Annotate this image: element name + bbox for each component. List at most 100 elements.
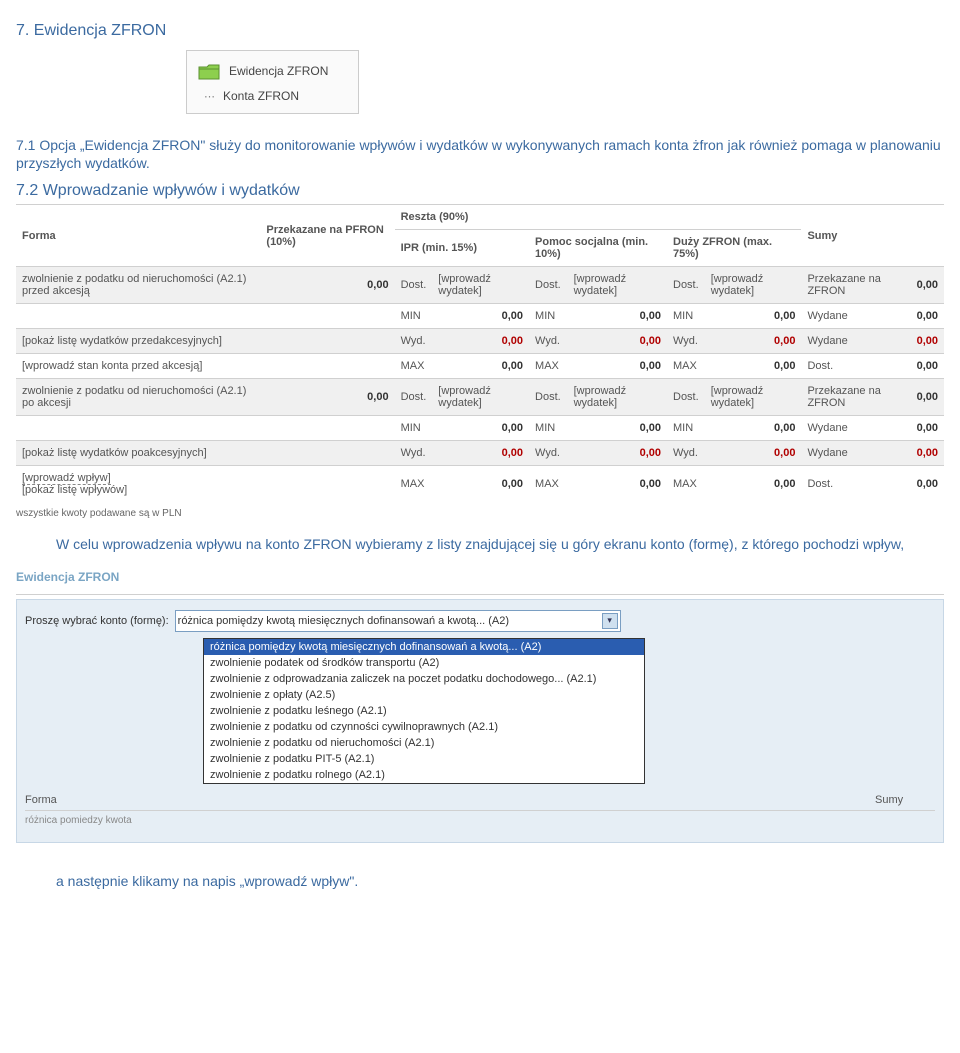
zfron-table: Forma Przekazane na PFRON (10%) Reszta (… — [16, 204, 944, 502]
lbl: Wydane — [801, 441, 910, 466]
table-row: zwolnienie z podatku od nieruchomości (A… — [16, 379, 944, 416]
amount: 0,00 — [911, 329, 945, 354]
amount: 0,00 — [705, 354, 802, 379]
lbl: MIN — [529, 304, 568, 329]
lbl: MAX — [667, 466, 705, 503]
table-header-row-1: Forma Przekazane na PFRON (10%) Reszta (… — [16, 205, 944, 230]
amount: 0,00 — [911, 441, 945, 466]
dropdown-option[interactable]: zwolnienie z podatku leśnego (A2.1) — [204, 703, 644, 719]
chevron-down-icon: ▾ — [602, 613, 618, 629]
th-duzy: Duży ZFRON (max. 75%) — [667, 230, 801, 267]
link-wprowadz-wydatek[interactable]: [wprowadź wydatek] — [705, 379, 802, 416]
table-row: MIN 0,00 MIN 0,00 MIN 0,00 Wydane 0,00 — [16, 304, 944, 329]
amount: 0,00 — [705, 304, 802, 329]
lbl: Dost. — [395, 379, 433, 416]
dropdown-screenshot: Ewidencja ZFRON Proszę wybrać konto (for… — [16, 564, 944, 843]
divider — [25, 810, 935, 811]
table-footnote: wszystkie kwoty podawane są w PLN — [16, 508, 944, 519]
amount: 0,00 — [705, 329, 802, 354]
tree-indent-icon: ⋯ — [197, 90, 215, 103]
menu-label: Ewidencja ZFRON — [229, 64, 328, 78]
lbl: Dost. — [801, 466, 910, 503]
paragraph-final: a następnie klikamy na napis „wprowadź w… — [56, 873, 944, 889]
lbl: Przekazane na ZFRON — [801, 267, 910, 304]
dropdown-option[interactable]: zwolnienie z odprowadzania zaliczek na p… — [204, 671, 644, 687]
amount: 0,00 — [568, 329, 667, 354]
amount: 0,00 — [568, 416, 667, 441]
dropdown-option[interactable]: zwolnienie podatek od środków transportu… — [204, 655, 644, 671]
table-row: [wprowadź stan konta przed akcesją] MAX … — [16, 354, 944, 379]
row-label: zwolnienie z podatku od nieruchomości (A… — [16, 379, 260, 416]
menu-item-ewidencja[interactable]: Ewidencja ZFRON — [197, 57, 328, 85]
paragraph-7-2-body: W celu wprowadzenia wpływu na konto ZFRO… — [56, 535, 944, 553]
amount: 0,00 — [568, 304, 667, 329]
lbl: Wydane — [801, 329, 910, 354]
amount: 0,00 — [432, 329, 529, 354]
link-stan-konta[interactable]: [wprowadź stan konta przed akcesją] — [16, 354, 260, 379]
paragraph-7-1: 7.1 Opcja „Ewidencja ZFRON" służy do mon… — [16, 136, 944, 172]
amount: 0,00 — [260, 379, 394, 416]
link-wprowadz-wydatek[interactable]: [wprowadź wydatek] — [432, 379, 529, 416]
amount: 0,00 — [911, 267, 945, 304]
amount: 0,00 — [911, 466, 945, 503]
konto-select[interactable]: różnica pomiędzy kwotą miesięcznych dofi… — [175, 610, 621, 632]
menu-screenshot-box: Ewidencja ZFRON ⋯ Konta ZFRON — [186, 50, 359, 114]
dropdown-list: różnica pomiędzy kwotą miesięcznych dofi… — [203, 638, 645, 784]
lbl: MIN — [529, 416, 568, 441]
lbl: Wyd. — [529, 441, 568, 466]
lbl: Dost. — [529, 379, 568, 416]
th-pomoc: Pomoc socjalna (min. 10%) — [529, 230, 667, 267]
amount: 0,00 — [432, 304, 529, 329]
link-wprowadz-wydatek[interactable]: [wprowadź wydatek] — [568, 379, 667, 416]
dropdown-option[interactable]: zwolnienie z opłaty (A2.5) — [204, 687, 644, 703]
lbl: Wyd. — [395, 329, 433, 354]
lbl: Dost. — [667, 379, 705, 416]
amount: 0,00 — [432, 354, 529, 379]
row-label: zwolnienie z podatku od nieruchomości (A… — [16, 267, 260, 304]
th-forma: Forma — [16, 205, 260, 267]
amount: 0,00 — [568, 441, 667, 466]
lbl: MAX — [667, 354, 705, 379]
lbl: Wyd. — [395, 441, 433, 466]
dropdown-option[interactable]: różnica pomiędzy kwotą miesięcznych dofi… — [204, 639, 644, 655]
amount: 0,00 — [432, 416, 529, 441]
amount: 0,00 — [432, 441, 529, 466]
dropdown-option[interactable]: zwolnienie z podatku rolnego (A2.1) — [204, 767, 644, 783]
divider — [16, 594, 944, 595]
lbl: Dost. — [667, 267, 705, 304]
menu-label: Konta ZFRON — [223, 89, 299, 103]
lbl: MIN — [395, 416, 433, 441]
dropdown-option[interactable]: zwolnienie z podatku od nieruchomości (A… — [204, 735, 644, 751]
lbl: MIN — [667, 416, 705, 441]
lbl: Dost. — [395, 267, 433, 304]
th-sumy: Sumy — [801, 205, 944, 267]
link-wprowadz-wydatek[interactable]: [wprowadź wydatek] — [568, 267, 667, 304]
link-pokaz-poakcesyjne[interactable]: [pokaż listę wydatków poakcesyjnych] — [16, 441, 260, 466]
amount: 0,00 — [911, 354, 945, 379]
menu-item-konta[interactable]: ⋯ Konta ZFRON — [197, 85, 328, 107]
lbl: Dost. — [529, 267, 568, 304]
dropdown-option[interactable]: zwolnienie z podatku PIT-5 (A2.1) — [204, 751, 644, 767]
dropdown-option[interactable]: zwolnienie z podatku od czynności cywiln… — [204, 719, 644, 735]
link-wprowadz-wydatek[interactable]: [wprowadź wydatek] — [705, 267, 802, 304]
th-ipr: IPR (min. 15%) — [395, 230, 529, 267]
lbl: Dost. — [801, 354, 910, 379]
link-wprowadz-wydatek[interactable]: [wprowadź wydatek] — [432, 267, 529, 304]
select-value: różnica pomiędzy kwotą miesięcznych dofi… — [178, 615, 509, 627]
link-pokaz-przedakcesyjne[interactable]: [pokaż listę wydatków przedakcesyjnych] — [16, 329, 260, 354]
panel-title: Ewidencja ZFRON — [16, 564, 944, 590]
lbl: Wyd. — [667, 329, 705, 354]
amount: 0,00 — [911, 416, 945, 441]
th-pfron: Przekazane na PFRON (10%) — [260, 205, 394, 267]
amount: 0,00 — [911, 379, 945, 416]
section-heading-7-2: 7.2 Wprowadzanie wpływów i wydatków — [16, 182, 944, 200]
amount: 0,00 — [568, 354, 667, 379]
table-row: [pokaż listę wydatków przedakcesyjnych] … — [16, 329, 944, 354]
amount: 0,00 — [432, 466, 529, 503]
panel-body: Proszę wybrać konto (formę): różnica pom… — [16, 599, 944, 843]
amount: 0,00 — [705, 441, 802, 466]
table-row: MIN 0,00 MIN 0,00 MIN 0,00 Wydane 0,00 — [16, 416, 944, 441]
table-row: [wprowadź wpływ] [pokaż listę wpływów] M… — [16, 466, 944, 503]
table-row: [pokaż listę wydatków poakcesyjnych] Wyd… — [16, 441, 944, 466]
link-pokaz-wplywow[interactable]: [pokaż listę wpływów] — [22, 484, 127, 496]
